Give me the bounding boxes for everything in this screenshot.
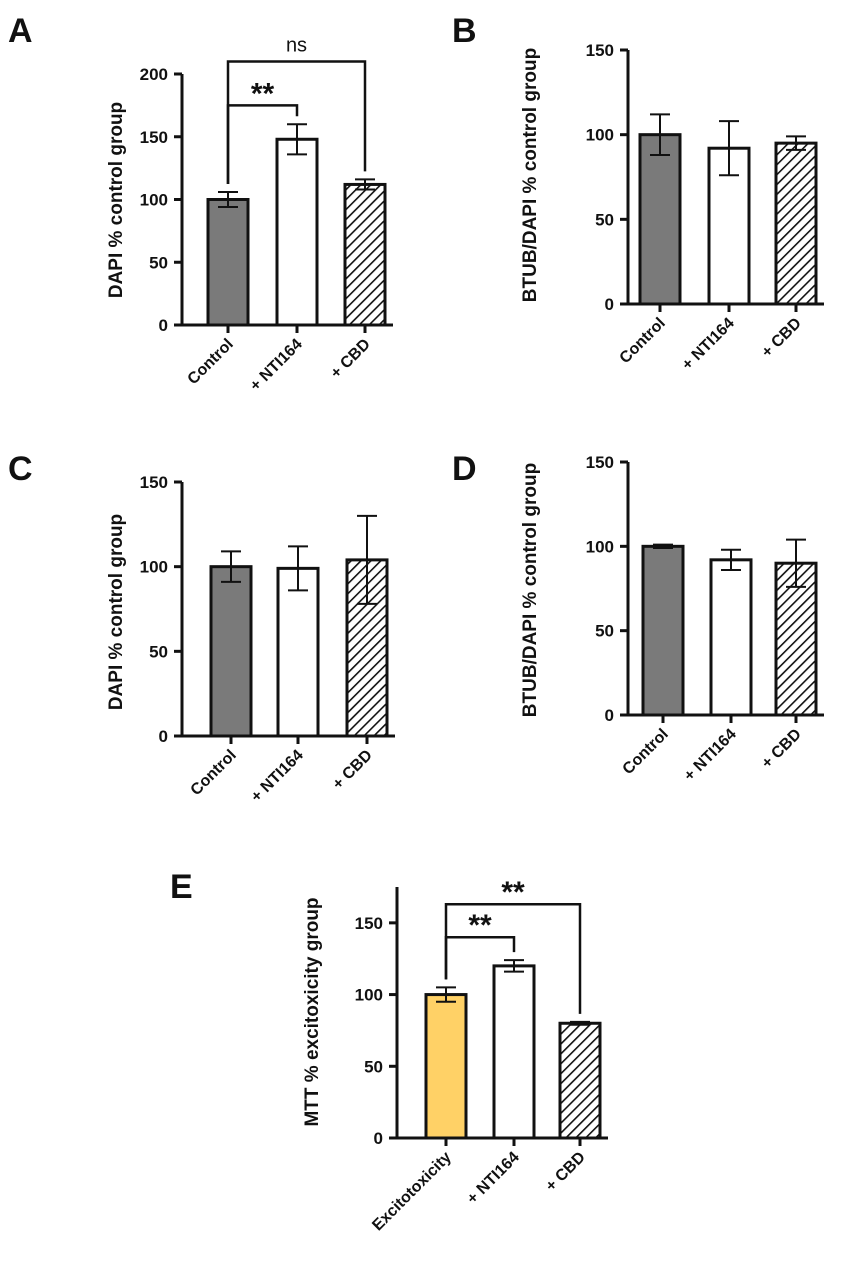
panel-letter: A [8,12,33,50]
chart-panel-d: D BTUB/DAPI % control group 0 50 100 150 Contr… [452,450,824,785]
x-tick-label: + NTI164 [248,747,307,806]
y-tick-label: 50 [595,622,614,641]
y-tick-label: 150 [586,41,614,60]
x-tick-label: + NTI164 [679,315,738,374]
x-tick-label: Control [188,747,240,799]
y-tick-label: 100 [140,191,168,210]
significance-label: ** [501,876,525,909]
bar [209,565,253,738]
x-tick-label: + CBD [759,726,805,772]
significance-label: ** [251,77,275,110]
y-tick-label: 50 [149,642,168,661]
y-tick-label: 50 [364,1057,383,1076]
x-tick-label: + CBD [543,1149,589,1195]
x-tick-label: + NTI164 [681,726,740,785]
chart-panel-c: C DAPI % control group 0 50 100 150 Control + N… [8,450,395,806]
y-tick-label: 50 [595,210,614,229]
x-tick-label: Excitotoxicity [369,1149,455,1235]
y-tick-label: 150 [355,914,383,933]
y-axis-label: MTT % excitoxicity group [302,897,323,1126]
y-tick-label: 100 [355,986,383,1005]
y-axis-label: BTUB/DAPI % control group [520,48,541,302]
x-tick-label: + NTI164 [247,336,306,395]
bar [343,182,387,327]
y-tick-label: 100 [586,537,614,556]
significance-bracket [226,60,367,184]
bar [638,133,682,306]
bar [276,566,320,738]
y-tick-label: 0 [159,316,168,335]
y-tick-label: 150 [140,473,168,492]
chart-panel-e: E MTT % excitoxicity group 0 50 100 150 Excito… [170,868,608,1234]
y-tick-label: 0 [374,1129,383,1148]
x-tick-label: + NTI164 [464,1149,523,1208]
significance-label: ** [468,909,492,942]
x-tick-label: + CBD [759,315,805,361]
bar [424,993,468,1140]
y-tick-label: 0 [605,706,614,725]
significance-label: ns [286,34,307,56]
chart-panel-a: A DAPI % control group 0 50 100 150 200 Control… [8,12,393,395]
y-tick-label: 100 [586,126,614,145]
chart-panel-b: B BTUB/DAPI % control group 0 50 100 150 Contr… [452,12,824,374]
bar [641,544,685,717]
panel-letter: C [8,450,33,488]
x-tick-label: Control [620,726,672,778]
y-axis-label: DAPI % control group [106,102,127,298]
y-tick-label: 0 [159,727,168,746]
panel-letter: E [170,868,193,906]
y-tick-label: 50 [149,253,168,272]
y-tick-label: 0 [605,295,614,314]
y-axis-label: DAPI % control group [106,514,127,710]
y-tick-label: 150 [140,128,168,147]
panel-letter: D [452,450,477,488]
panel-letter: B [452,12,477,50]
y-tick-label: 200 [140,65,168,84]
significance-bracket [444,902,582,1014]
bar [709,558,753,717]
x-tick-label: Control [617,315,669,367]
x-tick-label: + CBD [330,747,376,793]
bar [206,198,250,327]
bar [492,964,536,1140]
y-tick-label: 100 [140,558,168,577]
x-tick-label: + CBD [328,336,374,382]
bar [275,137,319,327]
y-tick-label: 150 [586,453,614,472]
y-axis-label: BTUB/DAPI % control group [520,463,541,717]
bar [774,141,818,306]
bar [558,1021,602,1140]
x-tick-label: Control [185,336,237,388]
